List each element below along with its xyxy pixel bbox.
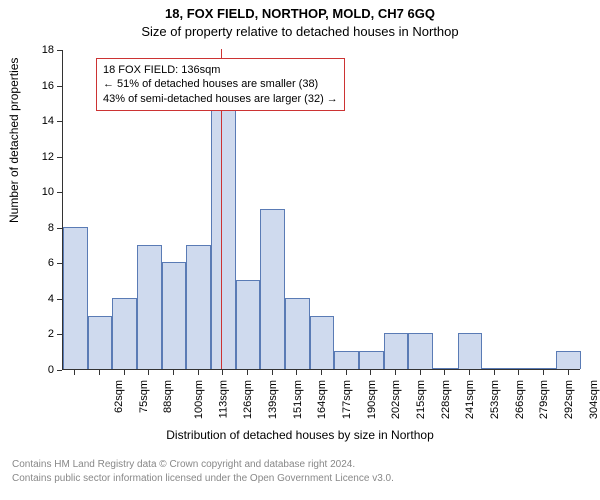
x-tick-label: 177sqm — [341, 380, 353, 419]
histogram-bar — [186, 245, 211, 369]
x-tick-label: 279sqm — [538, 380, 550, 419]
x-tick-label: 139sqm — [267, 380, 279, 419]
histogram-bar — [112, 298, 137, 369]
histogram-bar — [334, 351, 359, 369]
x-tick-mark — [420, 370, 421, 375]
histogram-bar — [384, 333, 409, 369]
y-tick-label: 8 — [24, 222, 54, 234]
y-tick-mark — [57, 334, 62, 335]
y-tick-label: 0 — [24, 364, 54, 376]
y-tick-label: 10 — [24, 186, 54, 198]
y-tick-mark — [57, 192, 62, 193]
x-tick-mark — [321, 370, 322, 375]
x-tick-label: 266sqm — [514, 380, 526, 419]
y-tick-mark — [57, 121, 62, 122]
histogram-bar — [285, 298, 310, 369]
footer-line1: Contains HM Land Registry data © Crown c… — [12, 459, 355, 470]
footer-line2: Contains public sector information licen… — [12, 473, 394, 484]
x-tick-label: 292sqm — [563, 380, 575, 419]
x-tick-label: 202sqm — [390, 380, 402, 419]
y-tick-label: 4 — [24, 293, 54, 305]
x-tick-label: 304sqm — [588, 380, 600, 419]
annotation-larger: 43% of semi-detached houses are larger (… — [103, 92, 338, 106]
x-tick-label: 190sqm — [366, 380, 378, 419]
x-tick-mark — [74, 370, 75, 375]
x-tick-label: 88sqm — [162, 380, 174, 413]
x-tick-label: 62sqm — [113, 380, 125, 413]
x-tick-mark — [173, 370, 174, 375]
x-tick-mark — [99, 370, 100, 375]
x-tick-mark — [272, 370, 273, 375]
histogram-bar — [260, 209, 285, 369]
x-tick-mark — [469, 370, 470, 375]
histogram-bar — [556, 351, 581, 369]
y-tick-mark — [57, 50, 62, 51]
y-tick-label: 6 — [24, 257, 54, 269]
y-tick-label: 12 — [24, 151, 54, 163]
histogram-bar — [458, 333, 483, 369]
y-tick-mark — [57, 299, 62, 300]
x-tick-label: 228sqm — [440, 380, 452, 419]
x-tick-mark — [395, 370, 396, 375]
histogram-bar — [359, 351, 384, 369]
y-tick-mark — [57, 263, 62, 264]
histogram-bar — [236, 280, 261, 369]
x-tick-label: 151sqm — [292, 380, 304, 419]
y-tick-mark — [57, 86, 62, 87]
annotation-subject: 18 FOX FIELD: 136sqm — [103, 63, 338, 77]
histogram-bar — [433, 368, 458, 369]
x-tick-label: 241sqm — [464, 380, 476, 419]
x-tick-label: 75sqm — [138, 380, 150, 413]
histogram-bar — [211, 102, 236, 369]
y-axis-label: Number of detached properties — [7, 195, 21, 223]
histogram-bar — [507, 368, 532, 369]
histogram-bar — [482, 368, 507, 369]
y-tick-mark — [57, 228, 62, 229]
plot-area: 18 FOX FIELD: 136sqm ← 51% of detached h… — [62, 50, 580, 370]
chart-title-address: 18, FOX FIELD, NORTHOP, MOLD, CH7 6GQ — [0, 6, 600, 21]
x-tick-label: 215sqm — [415, 380, 427, 419]
histogram-bar — [88, 316, 113, 369]
y-tick-label: 2 — [24, 328, 54, 340]
y-tick-mark — [57, 370, 62, 371]
x-tick-mark — [296, 370, 297, 375]
annotation-box: 18 FOX FIELD: 136sqm ← 51% of detached h… — [96, 58, 345, 111]
histogram-bar — [310, 316, 335, 369]
y-tick-label: 18 — [24, 44, 54, 56]
x-tick-mark — [346, 370, 347, 375]
x-tick-label: 164sqm — [316, 380, 328, 419]
x-tick-mark — [518, 370, 519, 375]
histogram-bar — [408, 333, 433, 369]
x-tick-mark — [494, 370, 495, 375]
x-tick-mark — [444, 370, 445, 375]
histogram-bar — [63, 227, 88, 369]
x-axis-label: Distribution of detached houses by size … — [0, 428, 600, 442]
x-tick-mark — [247, 370, 248, 375]
histogram-bar — [137, 245, 162, 369]
y-tick-mark — [57, 157, 62, 158]
x-tick-label: 253sqm — [489, 380, 501, 419]
x-tick-label: 113sqm — [217, 380, 229, 418]
x-tick-label: 100sqm — [193, 380, 205, 419]
x-tick-mark — [222, 370, 223, 375]
y-tick-label: 14 — [24, 115, 54, 127]
y-tick-label: 16 — [24, 80, 54, 92]
x-tick-mark — [198, 370, 199, 375]
x-tick-mark — [148, 370, 149, 375]
x-tick-mark — [543, 370, 544, 375]
x-tick-mark — [370, 370, 371, 375]
x-tick-label: 126sqm — [242, 380, 254, 419]
x-tick-mark — [124, 370, 125, 375]
chart-title-desc: Size of property relative to detached ho… — [0, 24, 600, 39]
histogram-bar — [162, 262, 187, 369]
x-tick-mark — [568, 370, 569, 375]
chart-container: 18, FOX FIELD, NORTHOP, MOLD, CH7 6GQ Si… — [0, 0, 600, 500]
annotation-smaller: ← 51% of detached houses are smaller (38… — [103, 77, 338, 91]
histogram-bar — [532, 368, 557, 369]
